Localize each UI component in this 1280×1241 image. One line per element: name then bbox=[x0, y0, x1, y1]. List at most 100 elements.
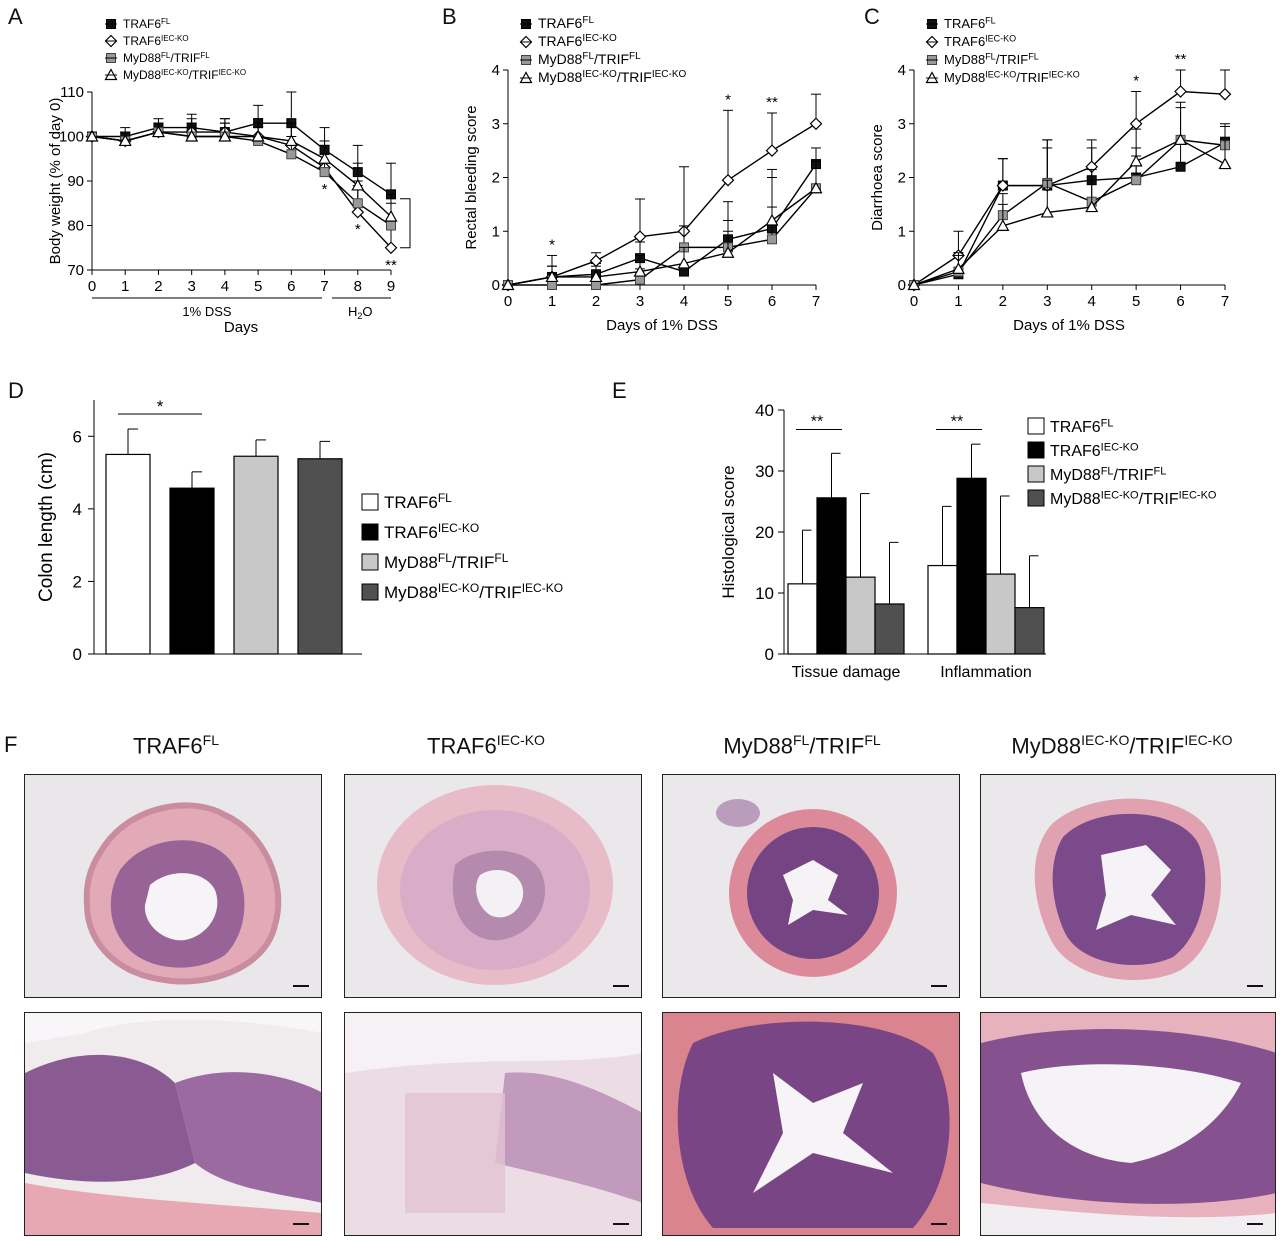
y-tick-label: 3 bbox=[898, 116, 906, 133]
histology-title-myd88-fl: MyD88FL/TRIFFL bbox=[723, 732, 881, 759]
y-tick-label: 110 bbox=[60, 84, 84, 101]
y-tick-label: 2 bbox=[73, 572, 82, 591]
y-tick-label: 6 bbox=[73, 427, 82, 446]
data-point bbox=[1218, 157, 1232, 170]
y-tick-label: 10 bbox=[755, 584, 774, 603]
significance-star: * bbox=[355, 221, 361, 238]
significance-star: ** bbox=[811, 413, 823, 430]
x-tick-label: 8 bbox=[354, 278, 362, 295]
x-tick-label: 6 bbox=[287, 278, 295, 295]
series-line bbox=[913, 139, 1226, 286]
legend-swatch bbox=[361, 523, 379, 541]
y-tick-label: 2 bbox=[898, 170, 906, 187]
scale-bar bbox=[613, 1223, 629, 1225]
data-point bbox=[809, 181, 823, 194]
y-tick-label: 1 bbox=[492, 223, 500, 240]
data-point bbox=[351, 178, 365, 191]
significance-star: * bbox=[1133, 73, 1139, 90]
period-label-dss: 1% DSS bbox=[182, 304, 231, 319]
data-point bbox=[85, 129, 99, 142]
legend-label: TRAF6IEC-KO bbox=[1050, 441, 1139, 460]
data-point bbox=[545, 270, 559, 283]
panel-label-f: F bbox=[4, 732, 18, 757]
legend-swatch bbox=[361, 553, 379, 571]
legend-label: MyD88FL/TRIFFL bbox=[384, 551, 509, 572]
legend-label: TRAF6FL bbox=[538, 15, 594, 31]
legend-swatch bbox=[1027, 441, 1045, 459]
x-tick-label: 6 bbox=[1176, 293, 1184, 310]
legend-label: MyD88IEC-KO/TRIFIEC-KO bbox=[384, 581, 563, 602]
series-line bbox=[507, 123, 817, 286]
panel-label-d: D bbox=[8, 378, 24, 403]
data-point bbox=[767, 234, 777, 245]
data-point bbox=[352, 198, 363, 209]
data-point bbox=[1175, 161, 1186, 172]
x-tick-label: 4 bbox=[680, 293, 688, 310]
bar bbox=[874, 603, 905, 655]
y-tick-label: 20 bbox=[755, 523, 774, 542]
x-tick-label: 6 bbox=[768, 293, 776, 310]
significance-star: * bbox=[549, 236, 555, 253]
legend-label: MyD88FL/TRIFFL bbox=[538, 51, 641, 67]
x-tick-label: 4 bbox=[1088, 293, 1096, 310]
scale-bar bbox=[293, 985, 309, 987]
x-tick-label: 9 bbox=[387, 278, 395, 295]
series-line bbox=[91, 131, 392, 218]
y-tick-label: 0 bbox=[73, 645, 82, 664]
bar bbox=[297, 458, 343, 655]
y-tick-label: 0 bbox=[492, 277, 500, 294]
bar bbox=[787, 583, 818, 655]
series-line bbox=[913, 139, 1226, 286]
x-tick-label: 5 bbox=[1132, 293, 1140, 310]
chart-histological-score: 0 10 20 30 40 Histological score Tissue damage… bbox=[719, 401, 1217, 681]
y-axis-label: Histological score bbox=[719, 465, 738, 598]
x-tick-label: 5 bbox=[724, 293, 732, 310]
data-point bbox=[185, 129, 199, 142]
significance-bracket bbox=[400, 198, 411, 249]
series-line bbox=[507, 187, 817, 286]
data-point bbox=[1040, 205, 1054, 218]
x-tick-label: 3 bbox=[1043, 293, 1051, 310]
significance-star: * bbox=[725, 91, 731, 108]
bar bbox=[233, 455, 279, 655]
histology-image-myd88-fl-overview bbox=[662, 774, 960, 998]
scale-bar bbox=[613, 985, 629, 987]
x-tick-label: 3 bbox=[636, 293, 644, 310]
series-line bbox=[913, 90, 1226, 286]
y-tick-label: 4 bbox=[898, 62, 906, 79]
data-point bbox=[118, 134, 132, 147]
data-point bbox=[284, 134, 298, 147]
data-point bbox=[384, 209, 398, 222]
x-tick-label: 5 bbox=[254, 278, 262, 295]
histology-title-traf6-fl: TRAF6FL bbox=[132, 732, 220, 759]
data-point bbox=[633, 264, 647, 277]
histology-image-myd88-fl-zoom bbox=[662, 1012, 960, 1236]
y-tick-label: 40 bbox=[755, 401, 774, 420]
chart-diarrhoea: 0 1 2 3 4 0 1 2 3 4 5 6 7 Diarrhoea score Days of 1% D… bbox=[869, 15, 1232, 334]
legend-label: MyD88IEC-KO/TRIFIEC-KO bbox=[123, 68, 246, 82]
significance-star: ** bbox=[951, 413, 963, 430]
data-point bbox=[633, 230, 647, 243]
data-point bbox=[251, 129, 265, 142]
data-point bbox=[384, 241, 398, 255]
y-tick-label: 0 bbox=[898, 277, 906, 294]
histology-title-traf6-iec-ko: TRAF6IEC-KO bbox=[427, 732, 545, 759]
legend-label: MyD88FL/TRIFFL bbox=[123, 51, 210, 65]
series-line bbox=[92, 122, 392, 195]
legend-label: MyD88FL/TRIFFL bbox=[944, 51, 1039, 67]
data-point bbox=[318, 152, 332, 164]
data-point bbox=[151, 125, 165, 138]
x-tick-label: 4 bbox=[221, 278, 229, 295]
data-point bbox=[589, 270, 603, 283]
data-point bbox=[319, 167, 330, 178]
data-point bbox=[907, 278, 921, 291]
x-axis-label: Days of 1% DSS bbox=[606, 317, 718, 334]
scale-bar bbox=[931, 1223, 947, 1225]
histology-image-traf6-iec-ko-zoom bbox=[344, 1012, 642, 1236]
data-point bbox=[1174, 133, 1188, 145]
x-category-label: Inflammation bbox=[940, 664, 1032, 681]
y-tick-label: 2 bbox=[492, 170, 500, 187]
data-point bbox=[721, 173, 735, 187]
legend-label: TRAF6IEC-KO bbox=[944, 33, 1016, 49]
legend-label: TRAF6FL bbox=[384, 491, 452, 512]
